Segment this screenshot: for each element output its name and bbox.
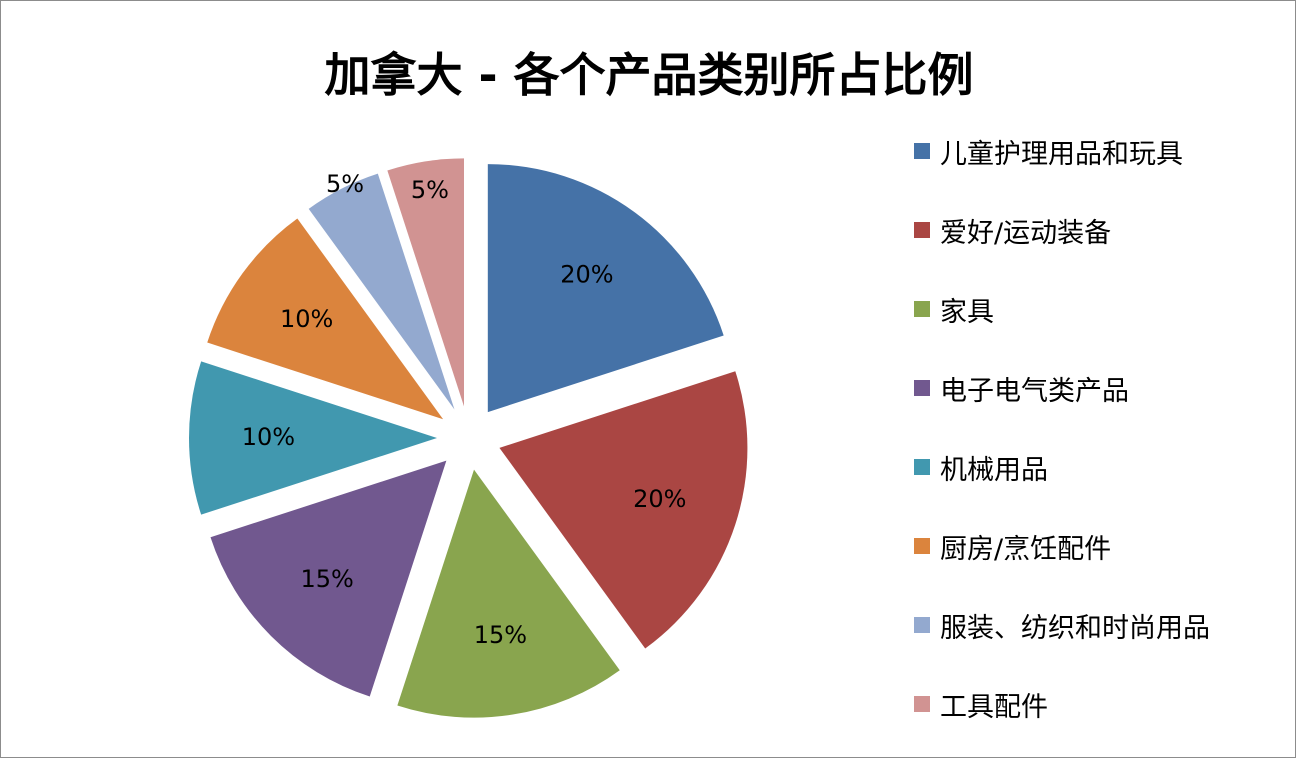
legend-swatch (914, 222, 930, 238)
legend-label: 爱好/运动装备 (940, 217, 1112, 249)
pie-slice-8 (387, 158, 464, 407)
data-label-1: 20% (560, 261, 613, 289)
legend-item-2: 爱好/运动装备 (914, 210, 1111, 250)
chart-title: 加拿大 - 各个产品类别所占比例 (324, 48, 974, 102)
legend-item-6: 厨房/烹饪配件 (914, 526, 1111, 566)
legend-item-1: 儿童护理用品和玩具 (914, 131, 1183, 171)
legend-label: 服装、纺织和时尚用品 (940, 612, 1210, 644)
legend-label: 机械用品 (940, 454, 1048, 486)
legend-item-7: 服装、纺织和时尚用品 (914, 605, 1210, 645)
pie-slice-6 (207, 218, 444, 420)
data-label-6: 10% (280, 305, 333, 333)
legend-label: 厨房/烹饪配件 (940, 533, 1112, 565)
data-label-4: 15% (300, 565, 353, 593)
legend-swatch (914, 301, 930, 317)
data-label-7: 5% (326, 170, 364, 198)
pie-slice-2 (499, 371, 748, 649)
legend-swatch (914, 538, 930, 554)
legend-item-8: 工具配件 (914, 684, 1048, 724)
legend-swatch (914, 380, 930, 396)
data-label-3: 15% (474, 621, 527, 649)
legend-label: 家具 (940, 296, 994, 328)
legend-label: 电子电气类产品 (940, 375, 1129, 407)
legend-swatch (914, 143, 930, 159)
legend-item-5: 机械用品 (914, 447, 1048, 487)
pie-slice-3 (397, 469, 620, 718)
data-label-2: 20% (633, 485, 686, 513)
pie-slice-5 (189, 361, 437, 515)
legend-label: 工具配件 (940, 691, 1048, 723)
pie-slice-1 (487, 164, 724, 413)
legend-swatch (914, 459, 930, 475)
pie-slice-7 (308, 173, 455, 410)
pie-slice-4 (210, 460, 447, 697)
legend-item-4: 电子电气类产品 (914, 368, 1129, 408)
data-label-8: 5% (411, 176, 449, 204)
legend-item-3: 家具 (914, 289, 994, 329)
legend-label: 儿童护理用品和玩具 (940, 138, 1183, 170)
legend-swatch (914, 617, 930, 633)
data-label-5: 10% (242, 423, 295, 451)
legend-swatch (914, 696, 930, 712)
